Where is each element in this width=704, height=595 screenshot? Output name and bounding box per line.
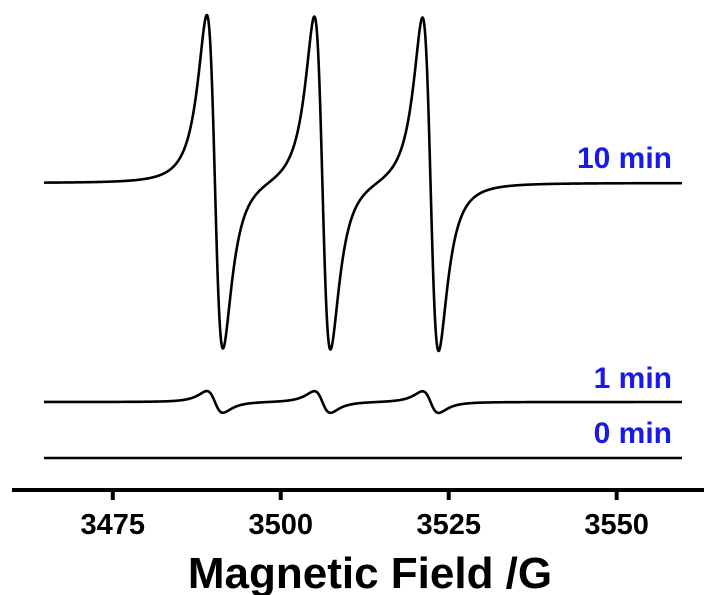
series-label-group: 10 min 1 min 0 min bbox=[577, 142, 672, 450]
series-trace-1-min bbox=[43, 389, 683, 415]
trace-group bbox=[43, 13, 683, 460]
x-tick-label: 3550 bbox=[584, 509, 649, 541]
series-label: 1 min bbox=[594, 362, 672, 395]
x-tick-label: 3475 bbox=[81, 509, 146, 541]
series-trace-10-min bbox=[43, 13, 683, 353]
x-tick-label: 3525 bbox=[416, 509, 481, 541]
series-label: 10 min bbox=[577, 142, 672, 175]
x-axis-title: Magnetic Field /G bbox=[188, 549, 552, 595]
x-tick-label: 3500 bbox=[248, 509, 313, 541]
x-tick-group: 3475 3500 3525 3550 bbox=[81, 490, 649, 541]
series-label: 0 min bbox=[594, 417, 672, 450]
